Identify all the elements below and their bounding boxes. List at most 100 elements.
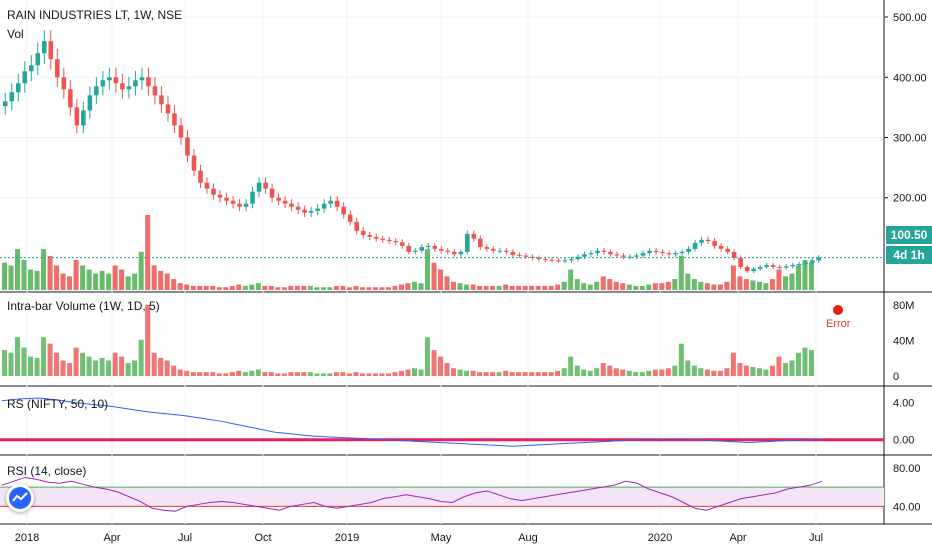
intrabar-volume-bar [86,356,92,376]
volume-bar [223,287,229,290]
intrabar-volume-bar [314,373,320,376]
intrabar-volume-bar [711,370,717,376]
intrabar-volume-bar [587,370,593,376]
candle-body [705,239,711,242]
candle-body [347,214,353,222]
intrabar-volume-bar [594,368,600,376]
candle-body [686,248,691,252]
rs-label[interactable]: RS (NIFTY, 50, 10) [7,397,109,411]
intrabar-volume-bar [145,304,151,376]
candle-body [48,41,54,60]
intrabar-volume-label[interactable]: Intra-bar Volume (1W, 1D, 5) [7,299,160,313]
volume-bar [633,285,639,290]
candle-body [276,197,281,201]
intrabar-volume-bar [555,370,561,376]
intrabar-volume-bar [808,350,814,376]
volume-bar [398,284,404,290]
last-price-tag: 100.50 [886,226,932,244]
candle-body [452,251,457,255]
rsi-label[interactable]: RSI (14, close) [7,464,87,478]
intrabar-volume-bar [717,370,723,376]
candle-body [764,265,769,267]
volume-bar [184,284,190,290]
intrabar-volume-bar [268,372,274,376]
candle-body [803,262,809,264]
volume-bar [665,281,671,290]
volume-bar [275,287,281,290]
intrabar-volume-bar [34,357,40,376]
candle-body [465,233,470,252]
intrabar-tick-label: 80M [893,300,914,312]
time-axis-label: Oct [254,532,271,544]
volume-bar [587,284,593,290]
candle-body [380,238,385,240]
volume-bar [672,279,678,290]
intrabar-tick-label: 0 [893,371,899,383]
candle-body [61,77,67,90]
rs-tick-label: 0.00 [893,435,914,447]
intrabar-volume-bar [418,369,424,376]
volume-bar [782,276,788,290]
intrabar-volume-bar [255,369,261,376]
candle-body [152,86,158,96]
volume-label[interactable]: Vol [7,27,24,41]
volume-bar [307,285,313,290]
intrabar-volume-bar [216,373,222,376]
intrabar-volume-bar [685,360,691,376]
volume-bar [431,262,437,290]
intrabar-volume-bar [665,368,671,376]
candle-body [699,239,704,243]
volume-bar [93,273,99,290]
candle-body [809,260,815,263]
intrabar-volume-bar [327,373,333,376]
candle-body [87,95,93,111]
candle-body [549,259,555,261]
intrabar-volume-bar [581,369,587,376]
volume-bar [620,283,626,290]
error-dot-icon[interactable] [833,305,843,315]
intrabar-volume-bar [73,347,79,376]
volume-bar [756,281,762,290]
volume-bar [41,249,47,290]
candle-body [744,266,750,272]
intrabar-volume-bar [340,372,346,376]
candle-body [445,250,451,252]
countdown-tag: 4d 1h [886,246,932,264]
volume-bar [320,287,326,290]
candle-body [536,257,542,260]
candle-body [42,41,47,54]
volume-bar [346,287,352,290]
candle-body [217,194,223,198]
intrabar-volume-bar [568,356,574,376]
candle-body [491,248,496,251]
intrabar-volume-bar [626,370,632,376]
intrabar-volume-bar [353,372,359,376]
volume-bar [385,287,391,290]
candle-body [367,235,372,237]
candle-body [673,253,678,255]
symbol-title[interactable]: RAIN INDUSTRIES LT, 1W, NSE [7,8,183,22]
volume-bar [34,270,40,290]
tradingview-logo-icon[interactable] [6,484,34,512]
volume-bar [483,285,489,290]
volume-bar [392,285,398,290]
rsi-tick-label: 80.00 [893,463,921,475]
intrabar-volume-bar [281,373,287,376]
intrabar-volume-bar [750,366,756,376]
volume-bar [171,279,177,290]
intrabar-volume-bar [210,372,216,376]
candle-body [796,263,802,266]
intrabar-volume-bar [607,365,613,376]
intrabar-volume-bar [691,365,697,376]
volume-bar [359,287,365,290]
candle-body [204,182,210,189]
intrabar-volume-bar [496,372,502,376]
intrabar-volume-bar [698,368,704,376]
intrabar-volume-bar [398,370,404,376]
candle-body [790,265,795,267]
candle-body [9,92,15,102]
intrabar-volume-bar [2,350,8,376]
candle-body [692,242,698,249]
intrabar-volume-bar [99,357,105,376]
candle-body [315,208,320,211]
